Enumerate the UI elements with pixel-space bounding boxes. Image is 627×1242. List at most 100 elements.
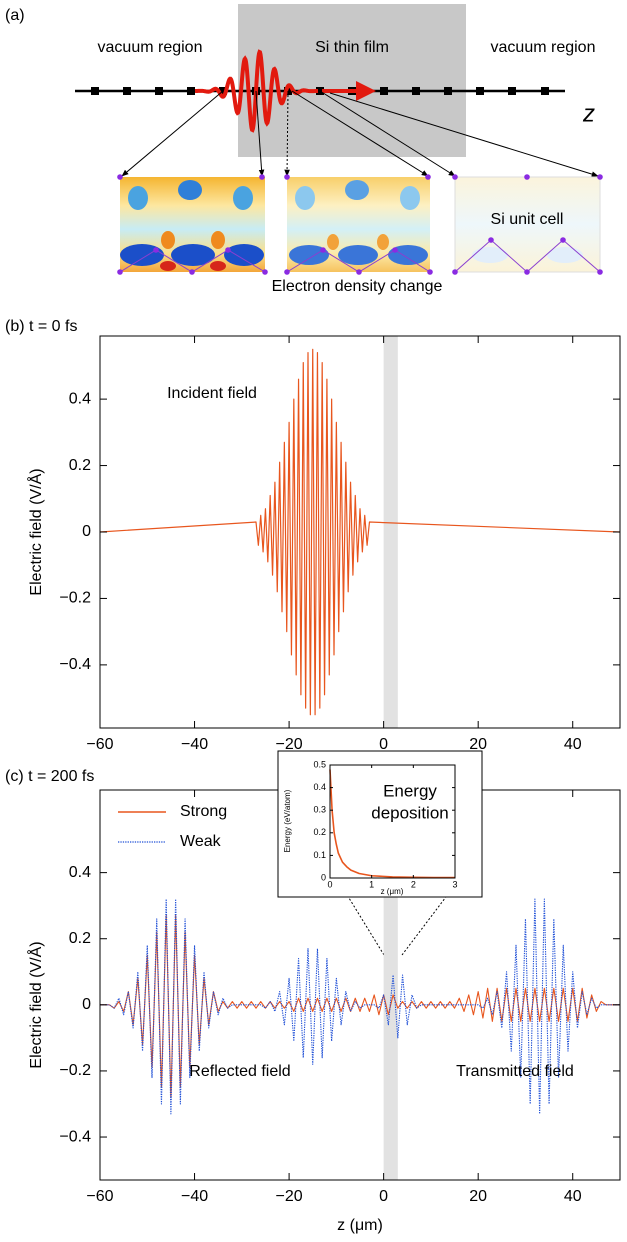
atom bbox=[488, 237, 494, 243]
blob bbox=[377, 234, 389, 250]
grid-point bbox=[123, 87, 131, 95]
atom bbox=[320, 247, 326, 253]
blob bbox=[400, 186, 420, 210]
y-tick-label: 0 bbox=[321, 872, 326, 882]
x-tick-label: −20 bbox=[276, 736, 303, 753]
inset-title: Energy bbox=[383, 781, 437, 800]
cell-label: Si unit cell bbox=[491, 211, 564, 228]
atom bbox=[597, 174, 603, 180]
grid-point bbox=[412, 87, 420, 95]
blob bbox=[345, 180, 369, 200]
y-tick-label: 0 bbox=[82, 996, 91, 1013]
x-tick-label: 40 bbox=[564, 1188, 582, 1205]
blob bbox=[171, 244, 215, 266]
grid-point bbox=[91, 87, 99, 95]
blob bbox=[295, 186, 315, 210]
annotation: Incident field bbox=[167, 385, 257, 402]
blob bbox=[161, 231, 175, 249]
data-line bbox=[99, 348, 621, 716]
y-tick-label: −0.2 bbox=[59, 1062, 91, 1079]
atom bbox=[392, 247, 398, 253]
x-tick-label: −60 bbox=[86, 736, 113, 753]
blob bbox=[128, 186, 148, 210]
arrow bbox=[291, 90, 429, 177]
grid-point bbox=[541, 87, 549, 95]
inset-title: deposition bbox=[371, 803, 449, 822]
density-map bbox=[120, 177, 265, 272]
atom bbox=[597, 269, 603, 275]
atom bbox=[153, 247, 159, 253]
y-tick-label: −0.4 bbox=[59, 656, 91, 673]
arrow bbox=[121, 90, 224, 177]
region-label: vacuum region bbox=[98, 39, 203, 56]
axis-label: z bbox=[582, 100, 595, 127]
panel-label: (a) bbox=[5, 7, 25, 24]
y-tick-label: 0.5 bbox=[313, 759, 326, 769]
atom bbox=[427, 269, 433, 275]
atom bbox=[259, 174, 265, 180]
x-tick-label: −40 bbox=[181, 736, 208, 753]
atom bbox=[425, 174, 431, 180]
atom bbox=[452, 174, 458, 180]
atom bbox=[262, 269, 268, 275]
atom bbox=[189, 269, 195, 275]
density-map: Si unit cell bbox=[454, 176, 601, 273]
arrow bbox=[329, 92, 599, 177]
x-tick-label: 0 bbox=[379, 1188, 388, 1205]
y-tick-label: 0.4 bbox=[69, 390, 91, 407]
blob bbox=[547, 247, 583, 263]
blob bbox=[338, 245, 378, 265]
panel-title: (c) t = 200 fs bbox=[5, 768, 94, 785]
data-line bbox=[329, 769, 455, 879]
y-tick-label: −0.2 bbox=[59, 590, 91, 607]
x-tick-label: 40 bbox=[564, 736, 582, 753]
y-tick-label: 0 bbox=[82, 523, 91, 540]
inset-frame bbox=[277, 750, 483, 898]
y-tick-label: −0.4 bbox=[59, 1128, 91, 1145]
blob bbox=[233, 186, 253, 210]
atom bbox=[356, 269, 362, 275]
blob bbox=[211, 231, 225, 249]
pulse-wave bbox=[194, 49, 319, 133]
atom bbox=[225, 247, 231, 253]
atom bbox=[117, 269, 123, 275]
region-label: vacuum region bbox=[491, 39, 596, 56]
panel-title: (b) t = 0 fs bbox=[5, 318, 77, 335]
density-map bbox=[287, 177, 430, 272]
atom bbox=[524, 269, 530, 275]
x-tick-label: −60 bbox=[86, 1188, 113, 1205]
x-axis-label: z (μm) bbox=[337, 1217, 383, 1234]
data-line bbox=[100, 898, 620, 1115]
y-tick-label: 0.1 bbox=[313, 850, 326, 860]
x-axis-label: z (μm) bbox=[381, 887, 404, 896]
x-tick-label: 1 bbox=[369, 879, 374, 889]
atom bbox=[284, 174, 290, 180]
x-tick-label: 0 bbox=[379, 736, 388, 753]
atom bbox=[284, 269, 290, 275]
arrow bbox=[255, 90, 265, 177]
blob bbox=[178, 180, 202, 200]
plot-frame bbox=[329, 764, 456, 879]
blob bbox=[388, 245, 428, 265]
caption: Electron density change bbox=[272, 278, 443, 295]
region-label: Si thin film bbox=[315, 39, 389, 56]
x-tick-label: 3 bbox=[452, 879, 457, 889]
blob bbox=[160, 261, 176, 271]
arrow bbox=[319, 90, 456, 177]
grid-point bbox=[380, 87, 388, 95]
data-line bbox=[100, 915, 620, 1098]
x-tick-label: −20 bbox=[276, 1188, 303, 1205]
y-tick-label: 0.2 bbox=[313, 827, 326, 837]
grid-point bbox=[187, 87, 195, 95]
y-tick-label: 0.4 bbox=[69, 864, 91, 881]
x-tick-label: −40 bbox=[181, 1188, 208, 1205]
y-axis-label: Electric field (V/Å) bbox=[26, 941, 45, 1068]
atom bbox=[452, 269, 458, 275]
grid-point bbox=[444, 87, 452, 95]
legend-label: Weak bbox=[180, 833, 222, 850]
atom bbox=[560, 237, 566, 243]
atom bbox=[524, 174, 530, 180]
legend-label: Strong bbox=[180, 803, 227, 820]
